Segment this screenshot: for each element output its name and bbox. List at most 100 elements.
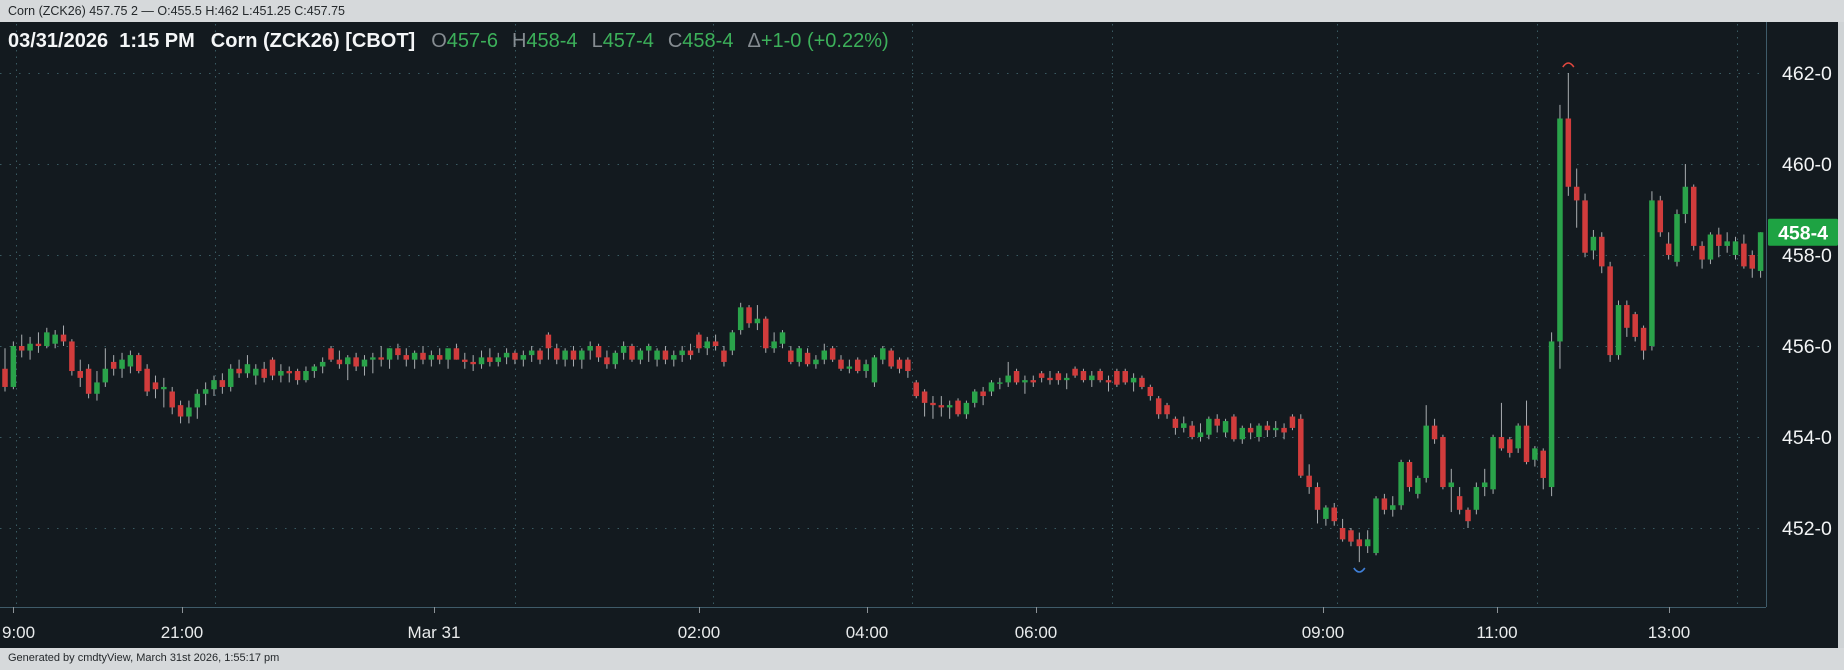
candle-body bbox=[194, 393, 201, 408]
candle-body bbox=[612, 352, 619, 365]
candle-body bbox=[1197, 432, 1204, 437]
candle bbox=[261, 361, 267, 383]
candle bbox=[1615, 300, 1622, 360]
candle bbox=[946, 400, 953, 419]
candle-body bbox=[152, 382, 159, 390]
candle bbox=[1716, 227, 1722, 258]
candle-body bbox=[169, 391, 175, 408]
axis-label: 458-4 bbox=[1778, 222, 1828, 244]
candle-body bbox=[336, 359, 343, 365]
candle bbox=[1390, 496, 1396, 517]
candle bbox=[1231, 414, 1237, 442]
candle-body bbox=[1624, 305, 1630, 328]
candle bbox=[972, 389, 978, 408]
candle-body bbox=[512, 352, 518, 360]
candle-body bbox=[637, 350, 644, 360]
candle bbox=[1532, 446, 1538, 467]
candle-body bbox=[1013, 371, 1020, 383]
candle-body bbox=[829, 348, 836, 360]
candle bbox=[1448, 468, 1455, 513]
candle bbox=[629, 343, 635, 362]
candle-body bbox=[1189, 425, 1195, 437]
candle bbox=[587, 341, 593, 360]
candle-body bbox=[319, 361, 326, 367]
candle-body bbox=[1231, 416, 1237, 440]
candle bbox=[1657, 195, 1664, 237]
candle-body bbox=[119, 359, 125, 369]
candle bbox=[771, 332, 777, 353]
candle bbox=[1515, 423, 1521, 453]
price-chart[interactable]: 03/31/2026 1:15 PM Corn (ZCK26) [CBOT] O… bbox=[0, 22, 1838, 648]
candle bbox=[528, 346, 535, 362]
candle-body bbox=[1080, 371, 1087, 381]
candle bbox=[930, 396, 936, 419]
candle-body bbox=[788, 350, 794, 362]
candle-body bbox=[946, 405, 953, 408]
candle-body bbox=[60, 334, 67, 342]
candle-body bbox=[1707, 234, 1714, 260]
candlestick-chart-canvas[interactable]: 9:00 21:00 Mar 31 02:00 04:00 06:00 09:00 11:00… bbox=[0, 22, 1838, 648]
candle bbox=[846, 359, 853, 374]
candle bbox=[595, 343, 602, 362]
candle bbox=[1632, 311, 1638, 342]
candle-body bbox=[880, 348, 886, 360]
candle bbox=[654, 348, 660, 367]
candle bbox=[1732, 236, 1739, 260]
candle-body bbox=[1139, 377, 1145, 387]
candle-body bbox=[1473, 487, 1480, 510]
candle bbox=[60, 325, 67, 346]
candle bbox=[1640, 325, 1647, 360]
candle bbox=[353, 352, 359, 372]
candle bbox=[1089, 371, 1095, 387]
candle bbox=[554, 343, 560, 365]
axis-label: 456-0 bbox=[1782, 336, 1832, 358]
candle-body bbox=[679, 350, 685, 356]
candle bbox=[152, 375, 159, 399]
candle bbox=[1130, 373, 1137, 392]
candle-body bbox=[1498, 437, 1505, 449]
candle-body bbox=[453, 348, 460, 360]
candle bbox=[1214, 414, 1220, 433]
candle bbox=[804, 348, 811, 367]
candle-body bbox=[1072, 368, 1078, 376]
candle-body bbox=[487, 357, 493, 362]
candle bbox=[1498, 402, 1505, 451]
candle bbox=[52, 330, 58, 349]
candle bbox=[1147, 384, 1154, 401]
candle-body bbox=[813, 359, 819, 365]
candle-body bbox=[136, 355, 142, 372]
candle-body bbox=[370, 357, 376, 360]
axis-label: 458-0 bbox=[1782, 245, 1832, 267]
candle-body bbox=[227, 368, 234, 387]
candle-body bbox=[779, 332, 786, 344]
candle bbox=[1281, 423, 1287, 440]
candle bbox=[253, 364, 259, 385]
candle-body bbox=[846, 366, 853, 369]
candle-body bbox=[345, 357, 351, 365]
candle-body bbox=[712, 341, 719, 346]
candle-body bbox=[1615, 305, 1622, 356]
candle bbox=[1423, 405, 1429, 483]
candle bbox=[913, 380, 919, 399]
candle-body bbox=[754, 318, 761, 324]
candle bbox=[1239, 425, 1246, 444]
candle-body bbox=[737, 307, 744, 331]
candle bbox=[1590, 229, 1597, 260]
candle-body bbox=[177, 405, 184, 417]
candle bbox=[1139, 375, 1145, 390]
candle bbox=[1649, 191, 1655, 351]
candle-body bbox=[278, 371, 284, 376]
candle-body bbox=[411, 352, 418, 360]
candle-body bbox=[1640, 327, 1647, 351]
candle bbox=[395, 343, 401, 360]
candle bbox=[244, 355, 251, 378]
candle bbox=[746, 305, 752, 328]
candle-body bbox=[938, 405, 945, 408]
candle-body bbox=[972, 391, 978, 403]
candle bbox=[980, 386, 986, 406]
candle bbox=[671, 350, 677, 367]
candle bbox=[453, 343, 460, 360]
candle bbox=[729, 330, 736, 356]
candle bbox=[1114, 368, 1120, 387]
candle bbox=[311, 364, 318, 378]
